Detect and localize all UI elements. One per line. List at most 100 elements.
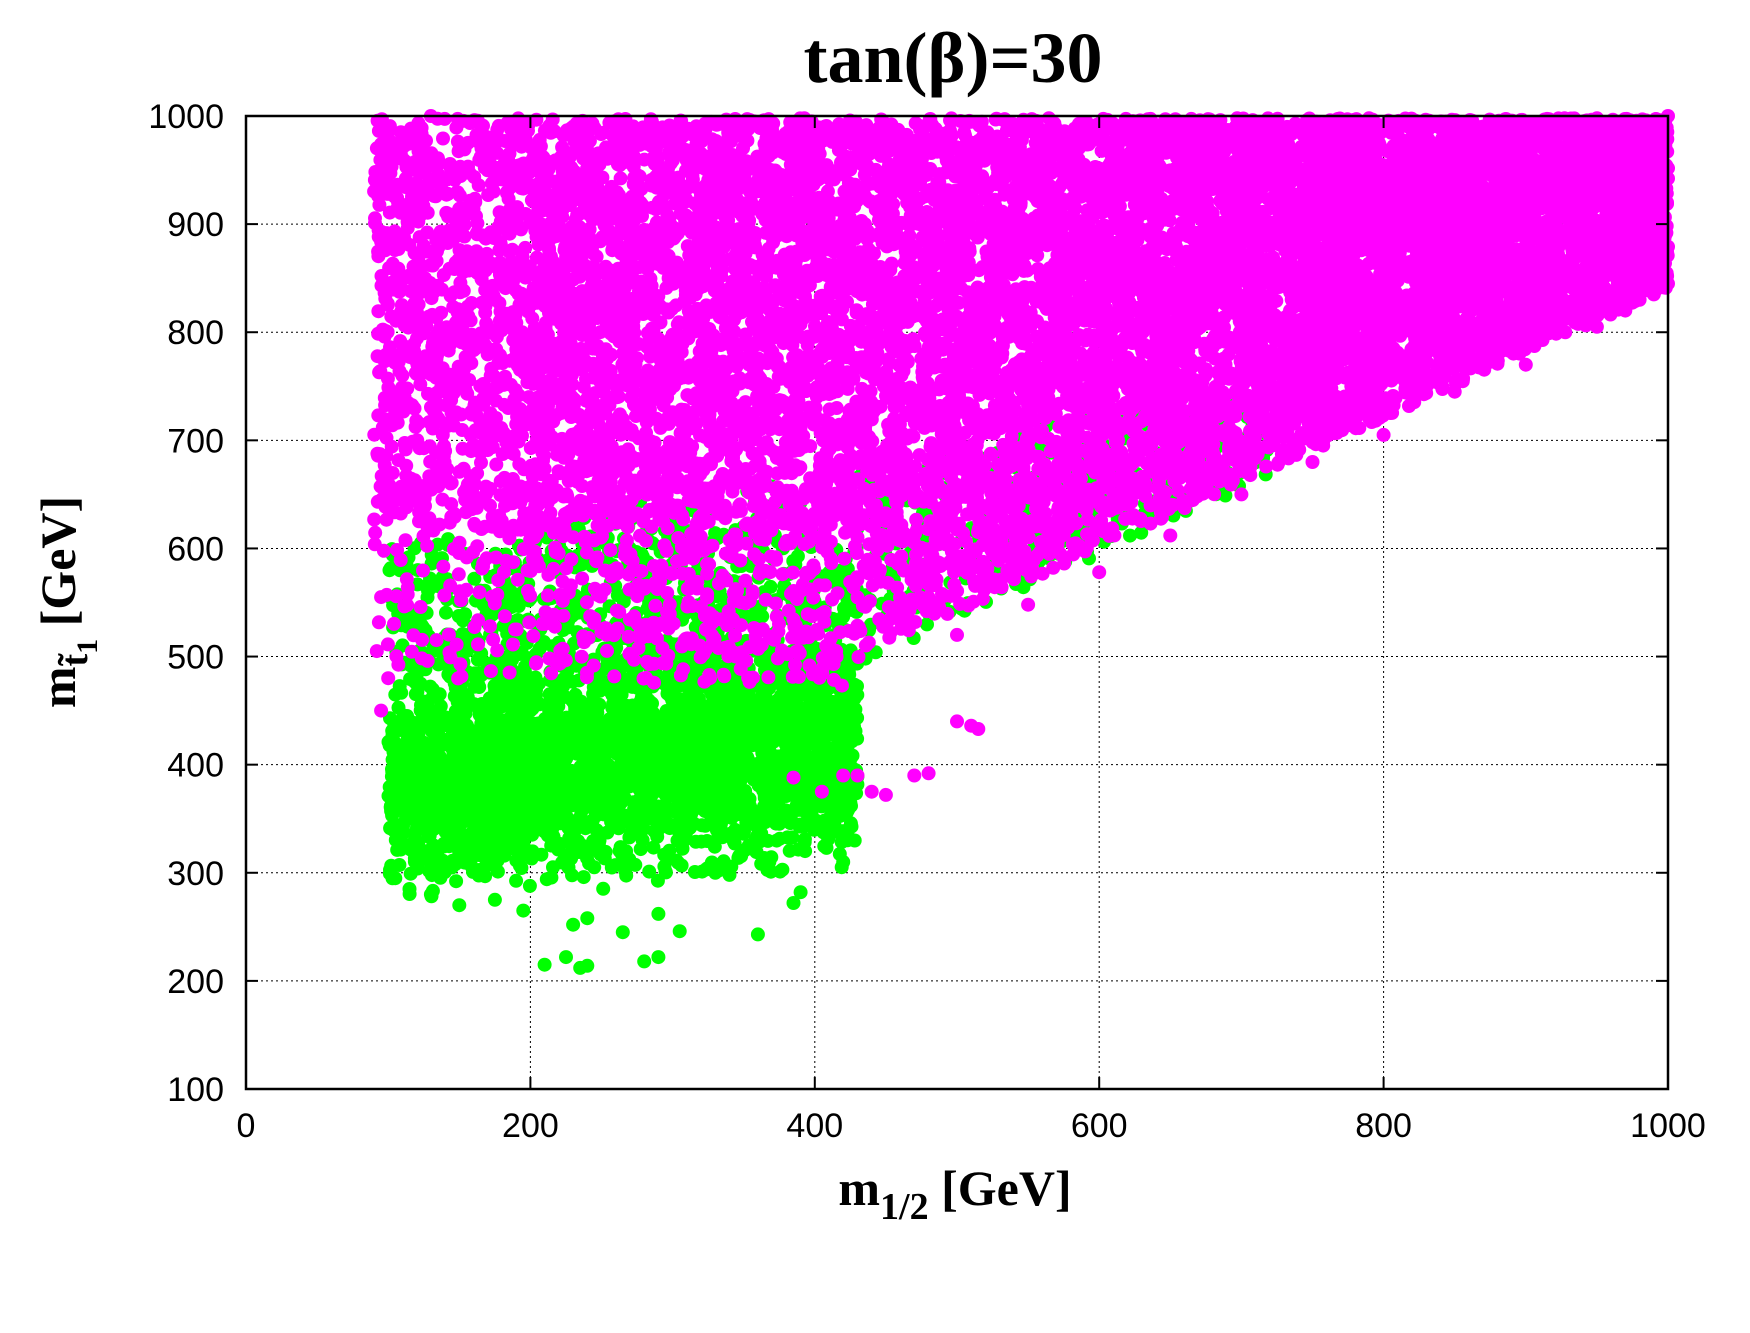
- data-point-green: [488, 795, 503, 810]
- data-point-green: [716, 854, 731, 869]
- data-point-green: [400, 840, 415, 855]
- data-point-green: [470, 676, 485, 691]
- data-point-green: [836, 855, 851, 869]
- data-point-green: [740, 750, 755, 765]
- data-point-green: [422, 828, 437, 843]
- data-point-green: [523, 703, 538, 718]
- data-point-green: [812, 726, 827, 741]
- data-point-green: [448, 857, 463, 871]
- data-point-green: [508, 590, 523, 605]
- data-point-green: [611, 806, 625, 821]
- data-point-green: [576, 870, 591, 885]
- data-point-green: [439, 605, 453, 620]
- chart-title: tan(β)=30: [804, 18, 1103, 98]
- data-point-green: [401, 731, 416, 746]
- data-point-green: [569, 693, 584, 708]
- data-point-green: [470, 652, 485, 667]
- data-point-green: [501, 793, 516, 808]
- data-point-green: [395, 763, 410, 778]
- data-point-green: [740, 707, 755, 721]
- data-point-green: [504, 817, 519, 832]
- data-point-green: [430, 718, 445, 732]
- data-point-green: [402, 714, 417, 729]
- data-point-green: [790, 549, 805, 564]
- data-point-green: [502, 711, 517, 726]
- data-point-green: [666, 740, 681, 755]
- data-point-green: [546, 702, 561, 717]
- data-point-green: [679, 825, 693, 840]
- data-point-green: [614, 847, 629, 862]
- data-point-green: [633, 791, 647, 806]
- data-point-green: [827, 713, 842, 728]
- data-point-green: [750, 828, 765, 843]
- data-point-green: [782, 843, 797, 858]
- data-point-green: [750, 927, 765, 942]
- data-point-green: [413, 845, 428, 860]
- data-point-green: [637, 954, 652, 969]
- data-point-green: [646, 840, 661, 855]
- data-point-green: [683, 755, 698, 770]
- data-point-green: [403, 866, 418, 881]
- data-point-green: [537, 783, 551, 798]
- data-point-green: [658, 865, 673, 880]
- data-point-green: [522, 878, 537, 893]
- data-point-green: [592, 697, 607, 712]
- data-point-green: [481, 844, 496, 859]
- data-point-green: [725, 791, 740, 806]
- data-point-green: [537, 714, 552, 729]
- data-point-green: [425, 746, 440, 761]
- data-point-green: [691, 692, 706, 707]
- data-point-green: [468, 772, 483, 787]
- data-point-green: [534, 847, 549, 862]
- data-point-green: [598, 761, 613, 776]
- data-point-green: [627, 824, 642, 839]
- data-point-green: [612, 772, 627, 787]
- data-point-green: [466, 864, 480, 879]
- data-point-green: [773, 786, 788, 800]
- data-point-green: [644, 746, 659, 761]
- data-point-magenta: [791, 669, 806, 684]
- data-point-green: [429, 861, 444, 875]
- data-point-green: [671, 855, 686, 870]
- data-point-green: [497, 838, 512, 853]
- data-point-green: [384, 858, 399, 873]
- data-point-green: [838, 739, 853, 754]
- data-point-green: [495, 769, 510, 784]
- data-point-green: [593, 847, 608, 862]
- data-point-green: [817, 839, 832, 854]
- data-point-green: [560, 762, 575, 777]
- data-point-green: [840, 833, 855, 848]
- data-point-green: [577, 752, 591, 766]
- data-point-green: [448, 760, 463, 775]
- data-point-green: [515, 829, 530, 844]
- data-point-green: [580, 958, 595, 973]
- data-point-green: [558, 848, 572, 863]
- data-point-green: [495, 690, 510, 705]
- data-point-green: [519, 746, 534, 761]
- data-point-green: [720, 692, 735, 707]
- data-point-green: [817, 813, 832, 828]
- data-point-green: [402, 882, 417, 896]
- data-point-green: [687, 710, 702, 725]
- data-point-green: [449, 874, 464, 889]
- data-point-green: [672, 924, 687, 939]
- data-point-green: [763, 579, 778, 594]
- data-point-green: [580, 715, 594, 730]
- data-point-green: [744, 723, 759, 738]
- data-point-green: [427, 770, 441, 785]
- data-point-green: [613, 788, 628, 802]
- data-point-magenta: [497, 609, 512, 624]
- data-point-green: [580, 911, 595, 926]
- data-point-green: [443, 739, 458, 754]
- data-point-green: [442, 839, 457, 854]
- data-point-green: [755, 761, 770, 776]
- data-point-green: [769, 833, 784, 848]
- data-point-green: [562, 731, 577, 746]
- data-point-green: [409, 790, 424, 805]
- data-point-green: [675, 841, 690, 856]
- data-point-green: [644, 702, 658, 717]
- data-point-green: [571, 834, 586, 849]
- data-point-green: [759, 799, 774, 814]
- data-point-green: [793, 885, 808, 900]
- data-point-green: [615, 925, 630, 940]
